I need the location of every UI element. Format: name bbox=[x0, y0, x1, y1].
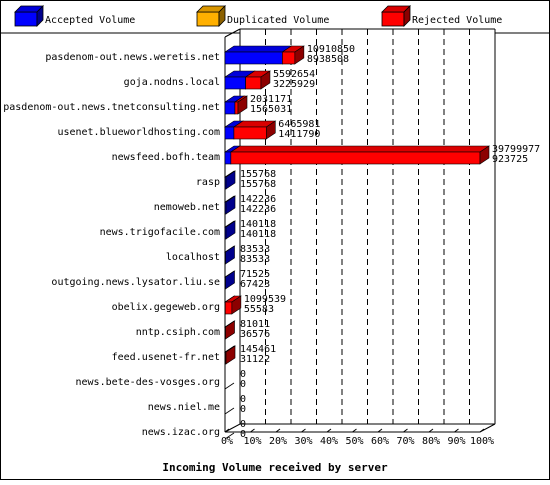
data-label-accepted-6: 155768 bbox=[240, 179, 276, 190]
bar-rejected-3-front bbox=[235, 102, 238, 114]
bar-accepted-5-front bbox=[225, 152, 231, 164]
bar-rejected-1-front bbox=[282, 52, 294, 64]
bar-accepted-3-front bbox=[225, 102, 235, 114]
y-category-label-9: localhost bbox=[166, 252, 220, 263]
y-category-label-6: rasp bbox=[196, 177, 220, 188]
x-tick-label-5: 50% bbox=[345, 436, 363, 447]
data-label-accepted-12: 36576 bbox=[240, 329, 270, 340]
y-category-label-3: pasdenom-out.news.tnetconsulting.net bbox=[3, 102, 220, 113]
legend-label-2: Duplicated Volume bbox=[227, 15, 329, 26]
data-label-accepted-3: 1565031 bbox=[250, 104, 292, 115]
bar-accepted-1-top bbox=[225, 46, 291, 52]
y-category-label-2: goja.nodns.local bbox=[124, 77, 220, 88]
data-label-accepted-11: 55583 bbox=[244, 304, 274, 315]
data-label-accepted-4: 1411790 bbox=[278, 129, 320, 140]
x-tick-label-3: 30% bbox=[294, 436, 312, 447]
data-label-accepted-14: 0 bbox=[240, 379, 246, 390]
bar-rejected-2-front bbox=[246, 77, 261, 89]
x-tick-label-2: 20% bbox=[269, 436, 287, 447]
legend-label-1: Accepted Volume bbox=[45, 15, 135, 26]
y-category-label-7: nemoweb.net bbox=[154, 202, 220, 213]
data-label-accepted-15: 0 bbox=[240, 404, 246, 415]
bar-accepted-1 bbox=[225, 46, 291, 64]
y-category-label-5: newsfeed.bofh.team bbox=[112, 152, 220, 163]
x-tick-label-4: 40% bbox=[320, 436, 338, 447]
x-tick-label-8: 80% bbox=[422, 436, 440, 447]
bar-accepted-1-front bbox=[225, 52, 282, 64]
bar-rejected-5-top bbox=[231, 146, 489, 152]
bar-rejected-5 bbox=[231, 146, 489, 164]
x-axis-title: Incoming Volume received by server bbox=[162, 461, 388, 474]
y-category-label-16: news.izac.org bbox=[142, 427, 220, 438]
data-label-accepted-5: 923725 bbox=[492, 154, 528, 165]
legend-swatch-2 bbox=[197, 12, 219, 26]
data-label-accepted-10: 67423 bbox=[240, 279, 270, 290]
bar-accepted-4-front bbox=[225, 127, 234, 139]
legend-label-3: Rejected Volume bbox=[412, 15, 502, 26]
data-label-accepted-1: 8938508 bbox=[307, 54, 349, 65]
data-label-accepted-2: 3225929 bbox=[273, 79, 315, 90]
legend-swatch-3 bbox=[382, 12, 404, 26]
x-tick-label-6: 60% bbox=[371, 436, 389, 447]
x-tick-label-1: 10% bbox=[243, 436, 261, 447]
data-label-accepted-9: 83533 bbox=[240, 254, 270, 265]
bar-rejected-11-front bbox=[225, 302, 232, 314]
x-tick-label-10: 100% bbox=[470, 436, 494, 447]
y-category-label-13: feed.usenet-fr.net bbox=[112, 352, 220, 363]
data-label-accepted-16: 0 bbox=[240, 429, 246, 440]
legend-swatch-1 bbox=[15, 12, 37, 26]
y-category-label-4: usenet.blueworldhosting.com bbox=[57, 127, 220, 138]
y-category-label-11: obelix.gegeweb.org bbox=[112, 302, 220, 313]
bar-rejected-4 bbox=[234, 121, 275, 139]
x-tick-label-7: 70% bbox=[396, 436, 414, 447]
plot-floor bbox=[225, 424, 495, 432]
bar-rejected-5-front bbox=[231, 152, 480, 164]
y-category-label-12: nntp.csiph.com bbox=[136, 327, 220, 338]
y-category-label-15: news.niel.me bbox=[148, 402, 220, 413]
bar-rejected-4-front bbox=[234, 127, 266, 139]
x-tick-label-9: 90% bbox=[447, 436, 465, 447]
data-label-accepted-7: 142236 bbox=[240, 204, 276, 215]
data-label-accepted-13: 31122 bbox=[240, 354, 270, 365]
y-category-label-10: outgoing.news.lysator.liu.se bbox=[51, 277, 220, 288]
y-category-label-8: news.trigofacile.com bbox=[100, 227, 220, 238]
y-category-label-14: news.bete-des-vosges.org bbox=[76, 377, 221, 388]
bar-accepted-2-front bbox=[225, 77, 246, 89]
y-category-label-1: pasdenom-out.news.weretis.net bbox=[45, 52, 220, 63]
data-label-accepted-8: 140118 bbox=[240, 229, 276, 240]
